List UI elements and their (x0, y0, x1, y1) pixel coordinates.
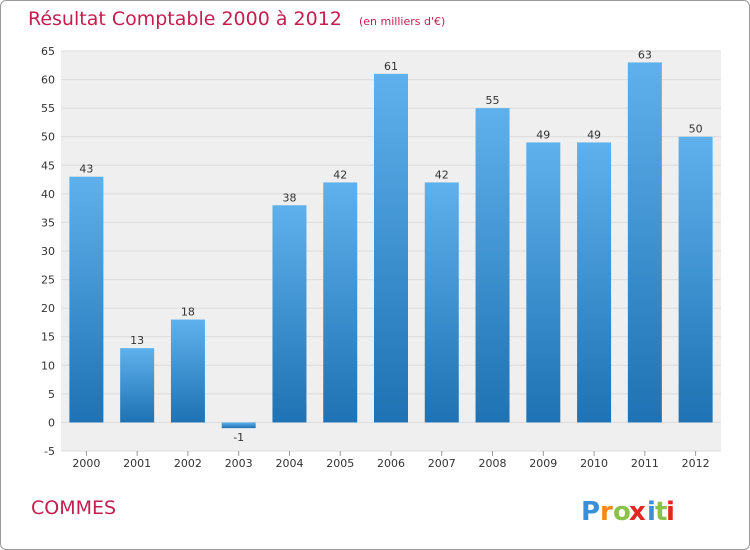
bar (424, 182, 459, 423)
chart-title: Résultat Comptable 2000 à 2012 (en milli… (28, 8, 445, 30)
data-label: 43 (79, 163, 93, 176)
data-label: 49 (587, 128, 601, 141)
logo-letter: r (600, 497, 613, 527)
axis: -5 0 5 10 15 20 25 30 35 40 45 50 55 60 65 2000 2001 2002… (41, 45, 710, 470)
x-tick-label: 2006 (377, 457, 405, 470)
bar (577, 142, 612, 423)
data-label: 55 (486, 94, 500, 107)
x-tick-label: 2009 (529, 457, 557, 470)
bar (323, 182, 358, 423)
y-tick-label: 10 (41, 359, 55, 372)
y-tick-label: 0 (48, 416, 55, 429)
y-tick-label: 40 (41, 188, 55, 201)
x-tick-label: 2010 (580, 457, 608, 470)
logo-letter: i (647, 497, 656, 527)
bar (627, 62, 662, 423)
logo-letter: x (629, 497, 646, 527)
y-tick-label: 65 (41, 45, 55, 58)
bar (678, 136, 713, 423)
data-label: 63 (638, 48, 652, 61)
data-label: 49 (536, 128, 550, 141)
y-tick-label: -5 (44, 445, 55, 458)
y-tick-label: 5 (48, 388, 55, 401)
bar (221, 422, 256, 429)
x-tick-label: 2002 (174, 457, 202, 470)
data-label: 42 (435, 168, 449, 181)
bar (475, 108, 510, 423)
bar (120, 348, 155, 423)
y-tick-label: 45 (41, 159, 55, 172)
y-tick-label: 20 (41, 302, 55, 315)
x-tick-label: 2000 (72, 457, 100, 470)
data-label: 18 (181, 306, 195, 319)
bar (272, 205, 307, 423)
data-label: -1 (233, 431, 244, 444)
y-tick-label: 25 (41, 274, 55, 287)
x-tick-label: 2012 (682, 457, 710, 470)
data-label: 42 (333, 168, 347, 181)
y-tick-label: 15 (41, 331, 55, 344)
y-tick-label: 55 (41, 102, 55, 115)
bars (69, 62, 713, 429)
chart-title-main: Résultat Comptable 2000 à 2012 (28, 8, 342, 30)
y-tick-label: 30 (41, 245, 55, 258)
chart-title-unit: (en milliers d'€) (359, 15, 445, 28)
logo-letter: o (613, 497, 631, 527)
y-tick-label: 50 (41, 131, 55, 144)
y-tick-label: 35 (41, 216, 55, 229)
commune-name: COMMES (31, 497, 116, 519)
x-tick-label: 2003 (225, 457, 253, 470)
x-tick-label: 2004 (275, 457, 303, 470)
bar (374, 73, 408, 423)
x-tick-label: 2005 (326, 457, 354, 470)
y-tick-label: 60 (41, 74, 55, 87)
logo-letter: P (581, 497, 600, 527)
value-labels: 43 13 18 -1 38 42 61 42 55 49 49 63 50 (79, 48, 702, 444)
bar (526, 142, 561, 423)
x-tick-label: 2008 (479, 457, 507, 470)
data-label: 50 (689, 123, 703, 136)
bar (170, 319, 205, 423)
bar (69, 176, 104, 423)
x-tick-label: 2001 (123, 457, 151, 470)
data-label: 38 (282, 191, 296, 204)
logo-letter: t (655, 497, 667, 527)
logo-letter: i (666, 497, 675, 527)
data-label: 13 (130, 334, 144, 347)
x-tick-label: 2011 (631, 457, 659, 470)
data-label: 61 (384, 60, 398, 73)
x-tick-label: 2007 (428, 457, 456, 470)
